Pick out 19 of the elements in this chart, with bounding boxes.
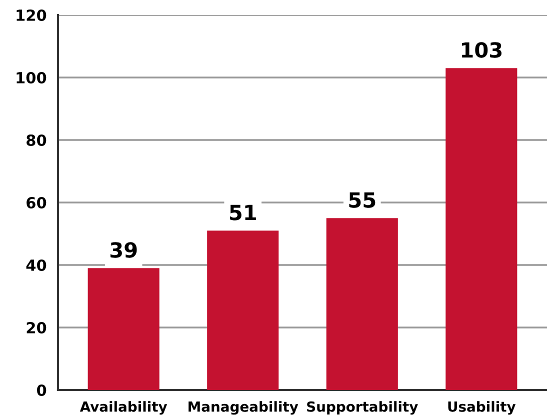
x-tick-label: Manageability xyxy=(188,401,298,415)
x-tick-label: Availability xyxy=(80,401,168,415)
data-label: 39 xyxy=(110,242,137,258)
y-tick-label: 80 xyxy=(26,134,46,146)
x-tick-label: Usability xyxy=(448,401,516,415)
data-label: 51 xyxy=(230,204,256,220)
data-label: 55 xyxy=(349,192,376,208)
data-label: 103 xyxy=(462,42,502,58)
y-tick-label: 20 xyxy=(26,322,46,334)
y-tick-label: 40 xyxy=(26,259,46,272)
x-tick-label: Supportability xyxy=(307,401,418,415)
bar xyxy=(207,230,279,390)
y-tick-label: 120 xyxy=(16,9,46,22)
bar xyxy=(88,268,160,390)
bar xyxy=(326,218,398,390)
y-tick-label: 0 xyxy=(36,384,46,396)
y-tick-label: 60 xyxy=(26,196,46,209)
bar xyxy=(446,68,518,390)
y-tick-label: 100 xyxy=(16,72,46,84)
